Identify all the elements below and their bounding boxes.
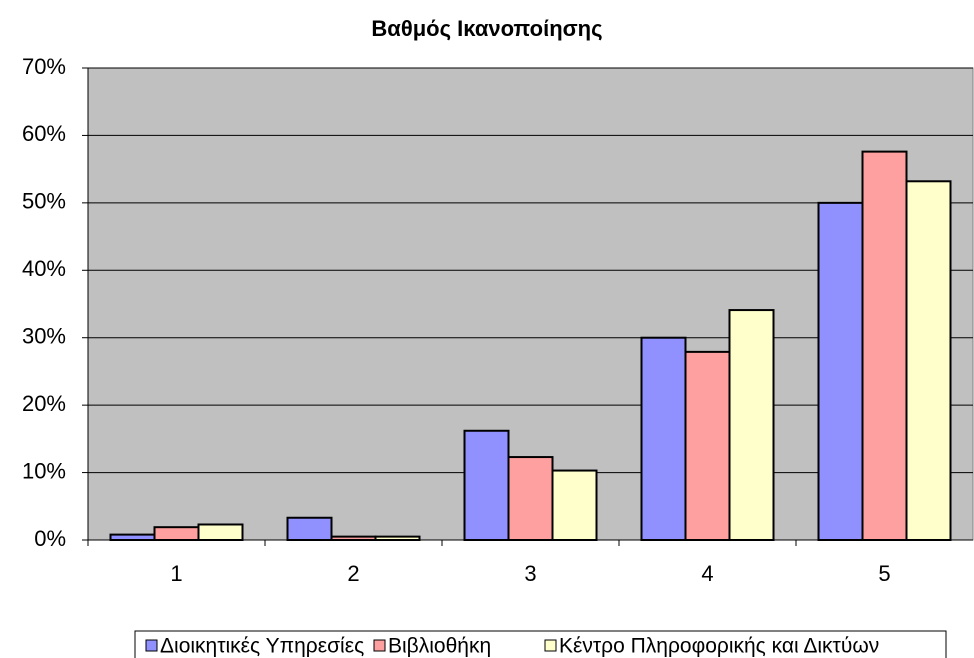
bar [463, 429, 510, 541]
bar [330, 535, 377, 542]
bar [109, 533, 156, 541]
x-tick-label: 1 [170, 561, 182, 586]
y-tick-label: 40% [22, 256, 66, 281]
x-tick-label: 4 [701, 561, 713, 586]
bar [640, 336, 687, 542]
bar [551, 469, 598, 542]
y-tick-label: 20% [22, 391, 66, 416]
bar [905, 180, 952, 541]
bar [197, 523, 244, 542]
bar [374, 535, 421, 542]
legend-label: Κέντρο Πληροφορικής και Δικτύων [559, 635, 879, 658]
y-tick-label: 70% [22, 54, 66, 79]
legend-label: Βιβλιοθήκη [388, 635, 491, 658]
bar [507, 456, 554, 542]
y-tick-label: 60% [22, 121, 66, 146]
y-tick-label: 30% [22, 324, 66, 349]
y-tick-label: 10% [22, 458, 66, 483]
bar [286, 516, 333, 542]
legend-swatch [145, 639, 158, 652]
chart-title: Βαθμός Ικανοποίησης [371, 16, 602, 41]
legend [134, 630, 947, 658]
x-tick-label: 2 [347, 561, 359, 586]
legend-swatch [544, 639, 557, 652]
x-tick-label: 5 [878, 561, 890, 586]
x-tick-label: 3 [524, 561, 536, 586]
y-tick-label: 50% [22, 189, 66, 214]
bar [153, 526, 200, 542]
bar [861, 150, 908, 542]
bar [817, 201, 864, 541]
legend-label: Διοικητικές Υπηρεσίες [160, 635, 364, 658]
legend-swatch [373, 639, 386, 652]
bar [728, 309, 775, 541]
bar [684, 350, 731, 542]
y-tick-label: 0% [34, 526, 66, 551]
